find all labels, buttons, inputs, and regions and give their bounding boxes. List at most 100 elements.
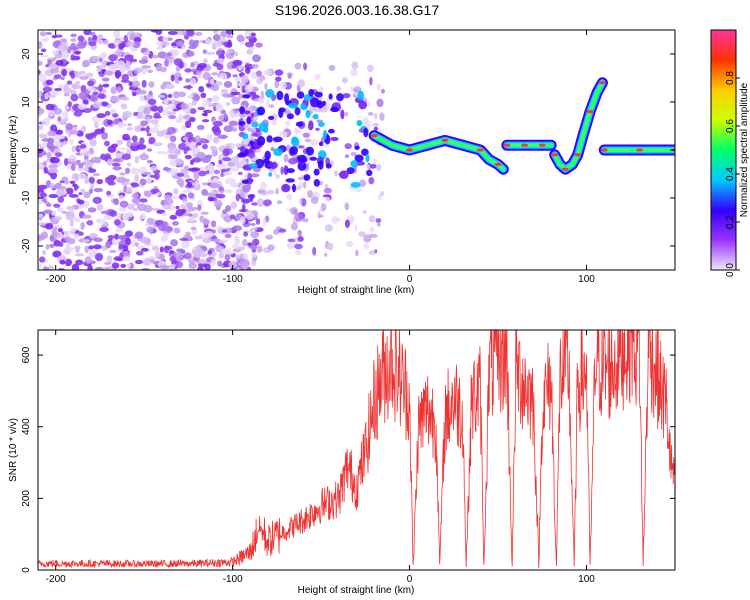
spectrogram-cell xyxy=(194,135,201,143)
spectrogram-cell xyxy=(45,31,52,36)
spectrogram-cell xyxy=(207,250,213,255)
spectrogram-cell xyxy=(190,61,195,68)
spectrogram-cell xyxy=(194,180,199,189)
spectrogram-cell xyxy=(147,98,157,105)
spectrogram-cell xyxy=(212,34,221,42)
spectrogram-cell xyxy=(333,170,339,177)
spectrogram-cell xyxy=(161,129,168,133)
spectrogram-cell xyxy=(113,198,120,206)
spectrogram-cell xyxy=(295,121,304,127)
spectrogram-cell xyxy=(71,145,77,153)
spectrogram-cell xyxy=(144,223,150,227)
spectrogram-cell xyxy=(45,79,54,86)
spectrogram-cell xyxy=(322,143,330,148)
spectrogram-cell xyxy=(151,55,159,59)
spectrogram-cell xyxy=(106,119,113,126)
spectrogram-cell xyxy=(42,160,47,168)
spectrogram-cell xyxy=(305,109,311,119)
spectrogram-cell xyxy=(246,116,252,125)
spectrogram-cell xyxy=(201,188,208,196)
spectrogram-cell xyxy=(201,143,208,150)
spectrogram-cell xyxy=(64,236,71,243)
colorbar-label: Normalized spectral amplitude xyxy=(739,82,750,217)
spectrogram-y-ticks: -20 -10 0 10 20 xyxy=(21,48,675,253)
ridge-peak xyxy=(503,143,511,147)
spectrogram-cell xyxy=(43,166,48,174)
spectrogram-cell xyxy=(42,86,52,93)
spectrogram-cell xyxy=(170,74,175,82)
spectrogram-cell xyxy=(38,60,43,67)
spectrogram-cell xyxy=(77,199,85,205)
spectrogram-cell xyxy=(71,82,79,90)
spectrogram-cell xyxy=(162,204,172,210)
spectrogram-cell xyxy=(38,222,47,226)
spectrogram-cell xyxy=(248,147,254,154)
spectrogram-cell xyxy=(163,245,170,254)
spectrogram-cell xyxy=(41,231,49,240)
spectrogram-cell xyxy=(116,139,124,146)
spectrogram-cell xyxy=(250,112,254,119)
spectrogram-cell xyxy=(209,182,219,189)
spectrogram-cell xyxy=(175,211,183,217)
spectrogram-cell xyxy=(131,193,139,200)
spectrogram-cell xyxy=(218,239,229,244)
spectrogram-cell xyxy=(357,90,365,101)
spectrogram-cell xyxy=(242,238,248,247)
spectrogram-cell xyxy=(114,152,123,159)
spectrogram-cell xyxy=(213,199,223,208)
spectrogram-cell xyxy=(140,247,149,252)
spectrogram-cell xyxy=(253,116,258,121)
spectrogram-cell xyxy=(380,88,385,94)
spectrogram-cell xyxy=(171,259,177,265)
ridge-peak xyxy=(538,143,546,147)
spectrogram-cell xyxy=(211,72,219,76)
spectrogram-cell xyxy=(190,213,199,219)
spectrogram-cell xyxy=(379,112,385,121)
spectrogram-x-tick-label: 100 xyxy=(578,274,595,285)
spectrogram-cell xyxy=(57,116,62,122)
spectrogram-cell xyxy=(157,94,166,99)
spectrogram-y-tick-label: 10 xyxy=(21,96,32,108)
spectrogram-cell xyxy=(182,31,187,36)
spectrogram-cell xyxy=(81,125,87,133)
spectrogram-cell xyxy=(163,198,174,205)
spectrogram-cell xyxy=(80,188,86,193)
spectrogram-cell xyxy=(121,73,129,82)
spectrogram-cell xyxy=(241,203,246,213)
spectrogram-cell xyxy=(94,252,104,261)
spectrogram-cell xyxy=(116,86,122,93)
spectrogram-cell xyxy=(164,59,169,67)
spectrogram-cell xyxy=(275,188,279,195)
colorbar-ticks: 0.0 0.2 0.4 0.6 0.8 xyxy=(725,71,740,277)
spectrogram-cell xyxy=(188,262,198,269)
spectrogram-cell xyxy=(187,217,196,223)
spectrogram-cell xyxy=(210,220,217,228)
ridge-peak xyxy=(476,148,484,152)
spectrogram-cell xyxy=(262,218,267,227)
spectrogram-cell xyxy=(54,183,60,190)
spectrogram-cell xyxy=(251,63,259,69)
spectrogram-cell xyxy=(271,120,278,126)
spectrogram-cell xyxy=(376,98,384,108)
spectrogram-cell xyxy=(79,75,89,80)
spectrogram-cell xyxy=(58,241,64,247)
spectrogram-cell xyxy=(43,209,53,214)
spectrogram-cell xyxy=(373,158,377,166)
spectrogram-cell xyxy=(66,80,73,85)
spectrogram-cell xyxy=(263,69,273,76)
spectrogram-cell xyxy=(223,189,233,194)
spectrogram-cell xyxy=(90,96,96,101)
spectrogram-cell xyxy=(43,37,49,42)
spectrogram-cell xyxy=(191,157,202,163)
spectrogram-cell xyxy=(276,90,284,101)
spectrogram-cell xyxy=(96,203,104,211)
spectrogram-cell xyxy=(38,133,48,139)
spectrogram-cell xyxy=(229,214,236,220)
spectrogram-cell xyxy=(115,60,126,69)
spectrogram-cell xyxy=(230,156,240,165)
spectrogram-cell xyxy=(100,101,109,107)
spectrogram-cell xyxy=(213,136,220,144)
spectrogram-cell xyxy=(299,197,303,206)
spectrogram-cell xyxy=(70,38,77,42)
